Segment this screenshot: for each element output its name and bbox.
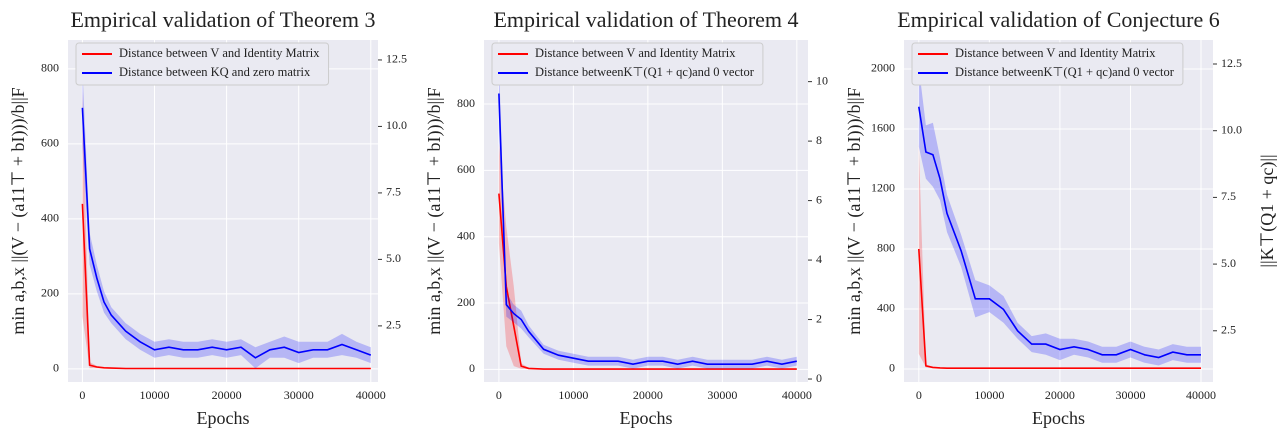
x-tick-label: 40000 xyxy=(1186,388,1216,402)
subplot: 0 10000 20000 30000 40000 0 200 400 600 800 0 2 4 6 8 1… xyxy=(424,7,828,428)
y-tick-label: 0 xyxy=(889,361,895,375)
x-tick-label: 0 xyxy=(496,388,502,402)
y-axis-label: min a,b,x ||(V − (a11⊤ + bI)))/b||F xyxy=(424,87,445,334)
chart-title: Empirical validation of Theorem 4 xyxy=(493,7,798,32)
series-line xyxy=(498,193,797,370)
y-tick-label: 0 xyxy=(469,361,475,375)
plot-background xyxy=(904,40,1213,382)
x-tick-label: 40000 xyxy=(356,388,386,402)
series-line xyxy=(498,93,797,366)
y2-tick-label: 6 xyxy=(816,192,822,206)
x-tick-label: 10000 xyxy=(140,388,170,402)
x-tick-label: 20000 xyxy=(1045,388,1075,402)
y2-tick-label: 0 xyxy=(816,371,822,385)
x-axis-label: Epochs xyxy=(620,408,673,428)
y-tick-label: 1600 xyxy=(871,121,895,135)
y2-tick-label: 7.5 xyxy=(1221,189,1236,203)
y-tick-label: 200 xyxy=(41,286,59,300)
y2-tick-label: 12.5 xyxy=(386,52,407,66)
y2-tick-label: 5.0 xyxy=(1221,256,1236,270)
chart-title: Empirical validation of Conjecture 6 xyxy=(897,7,1220,32)
plot-lines xyxy=(918,66,1201,369)
x-tick-label: 40000 xyxy=(782,388,812,402)
x-tick-label: 30000 xyxy=(707,388,737,402)
legend-label: Distance between KQ and zero matrix xyxy=(119,65,311,79)
y2-axis-label: ||K⊤(Q1 + qc)|| xyxy=(1257,154,1278,267)
y-tick-label: 1200 xyxy=(871,181,895,195)
x-tick-label: 30000 xyxy=(1115,388,1145,402)
y2-tick-label: 10 xyxy=(816,73,828,87)
x-tick-label: 10000 xyxy=(974,388,1004,402)
legend: Distance between V and Identity Matrix Di… xyxy=(911,42,1184,86)
y-tick-label: 2000 xyxy=(871,61,895,75)
legend-box xyxy=(491,42,764,86)
y-tick-label: 400 xyxy=(41,211,59,225)
y2-tick-label: 5.0 xyxy=(386,251,401,265)
y-tick-label: 800 xyxy=(41,61,59,75)
legend-label: Distance between V and Identity Matrix xyxy=(119,46,320,60)
plot-lines xyxy=(81,67,372,370)
subplot: 0 10000 20000 30000 40000 0 200 400 600 800 2.5 5.0… xyxy=(8,7,407,428)
chart-title: Empirical validation of Theorem 3 xyxy=(70,7,375,32)
legend-label: Distance between V and Identity Matrix xyxy=(535,46,736,60)
plot-lines xyxy=(498,57,797,370)
plot-background xyxy=(484,40,808,382)
y-tick-label: 800 xyxy=(877,241,895,255)
error-band xyxy=(82,67,371,369)
legend-label: Distance betweenK⊤(Q1 + qc)and 0 vector xyxy=(955,65,1175,79)
y-tick-label: 800 xyxy=(457,96,475,110)
y-tick-label: 200 xyxy=(457,295,475,309)
x-tick-label: 0 xyxy=(79,388,85,402)
y2-tick-label: 2 xyxy=(816,311,822,325)
y2-tick-label: 12.5 xyxy=(1221,56,1242,70)
y-tick-label: 400 xyxy=(457,228,475,242)
plot-background xyxy=(68,40,378,382)
legend-box xyxy=(911,42,1184,86)
series-line xyxy=(81,107,372,359)
subplot: 0 10000 20000 30000 40000 0 400 800 1200 1600 2000… xyxy=(844,7,1278,428)
y2-tick-label: 10.0 xyxy=(1221,122,1242,136)
x-axis-label: Epochs xyxy=(197,408,250,428)
legend-label: Distance betweenK⊤(Q1 + qc)and 0 vector xyxy=(535,65,755,79)
x-tick-label: 20000 xyxy=(212,388,242,402)
legend: Distance between V and Identity Matrix Di… xyxy=(491,42,764,86)
series-line xyxy=(81,203,371,370)
x-axis-label: Epochs xyxy=(1032,408,1085,428)
error-band xyxy=(918,66,1201,366)
y-axis-label: min a,b,x ||(V − (a11⊤ + bI)))/b||F xyxy=(844,87,865,334)
y2-tick-label: 2.5 xyxy=(386,318,401,332)
y-tick-label: 600 xyxy=(41,136,59,150)
legend-label: Distance between V and Identity Matrix xyxy=(955,46,1156,60)
x-tick-label: 30000 xyxy=(284,388,314,402)
y-axis-label: min a,b,x ||(V − (a11⊤ + bI)))/b||F xyxy=(8,87,29,334)
y2-tick-label: 7.5 xyxy=(386,185,401,199)
y2-tick-label: 8 xyxy=(816,133,822,147)
series-line xyxy=(918,106,1201,359)
y2-tick-label: 2.5 xyxy=(1221,323,1236,337)
x-tick-label: 20000 xyxy=(633,388,663,402)
legend-box xyxy=(75,42,330,86)
y2-tick-label: 10.0 xyxy=(386,118,407,132)
x-tick-label: 0 xyxy=(916,388,922,402)
legend: Distance between V and Identity Matrix Di… xyxy=(75,42,330,86)
y2-tick-label: 4 xyxy=(816,252,822,266)
y-tick-label: 0 xyxy=(53,361,59,375)
series-line xyxy=(918,248,1201,369)
x-tick-label: 10000 xyxy=(558,388,588,402)
y-tick-label: 600 xyxy=(457,162,475,176)
y-tick-label: 400 xyxy=(877,301,895,315)
